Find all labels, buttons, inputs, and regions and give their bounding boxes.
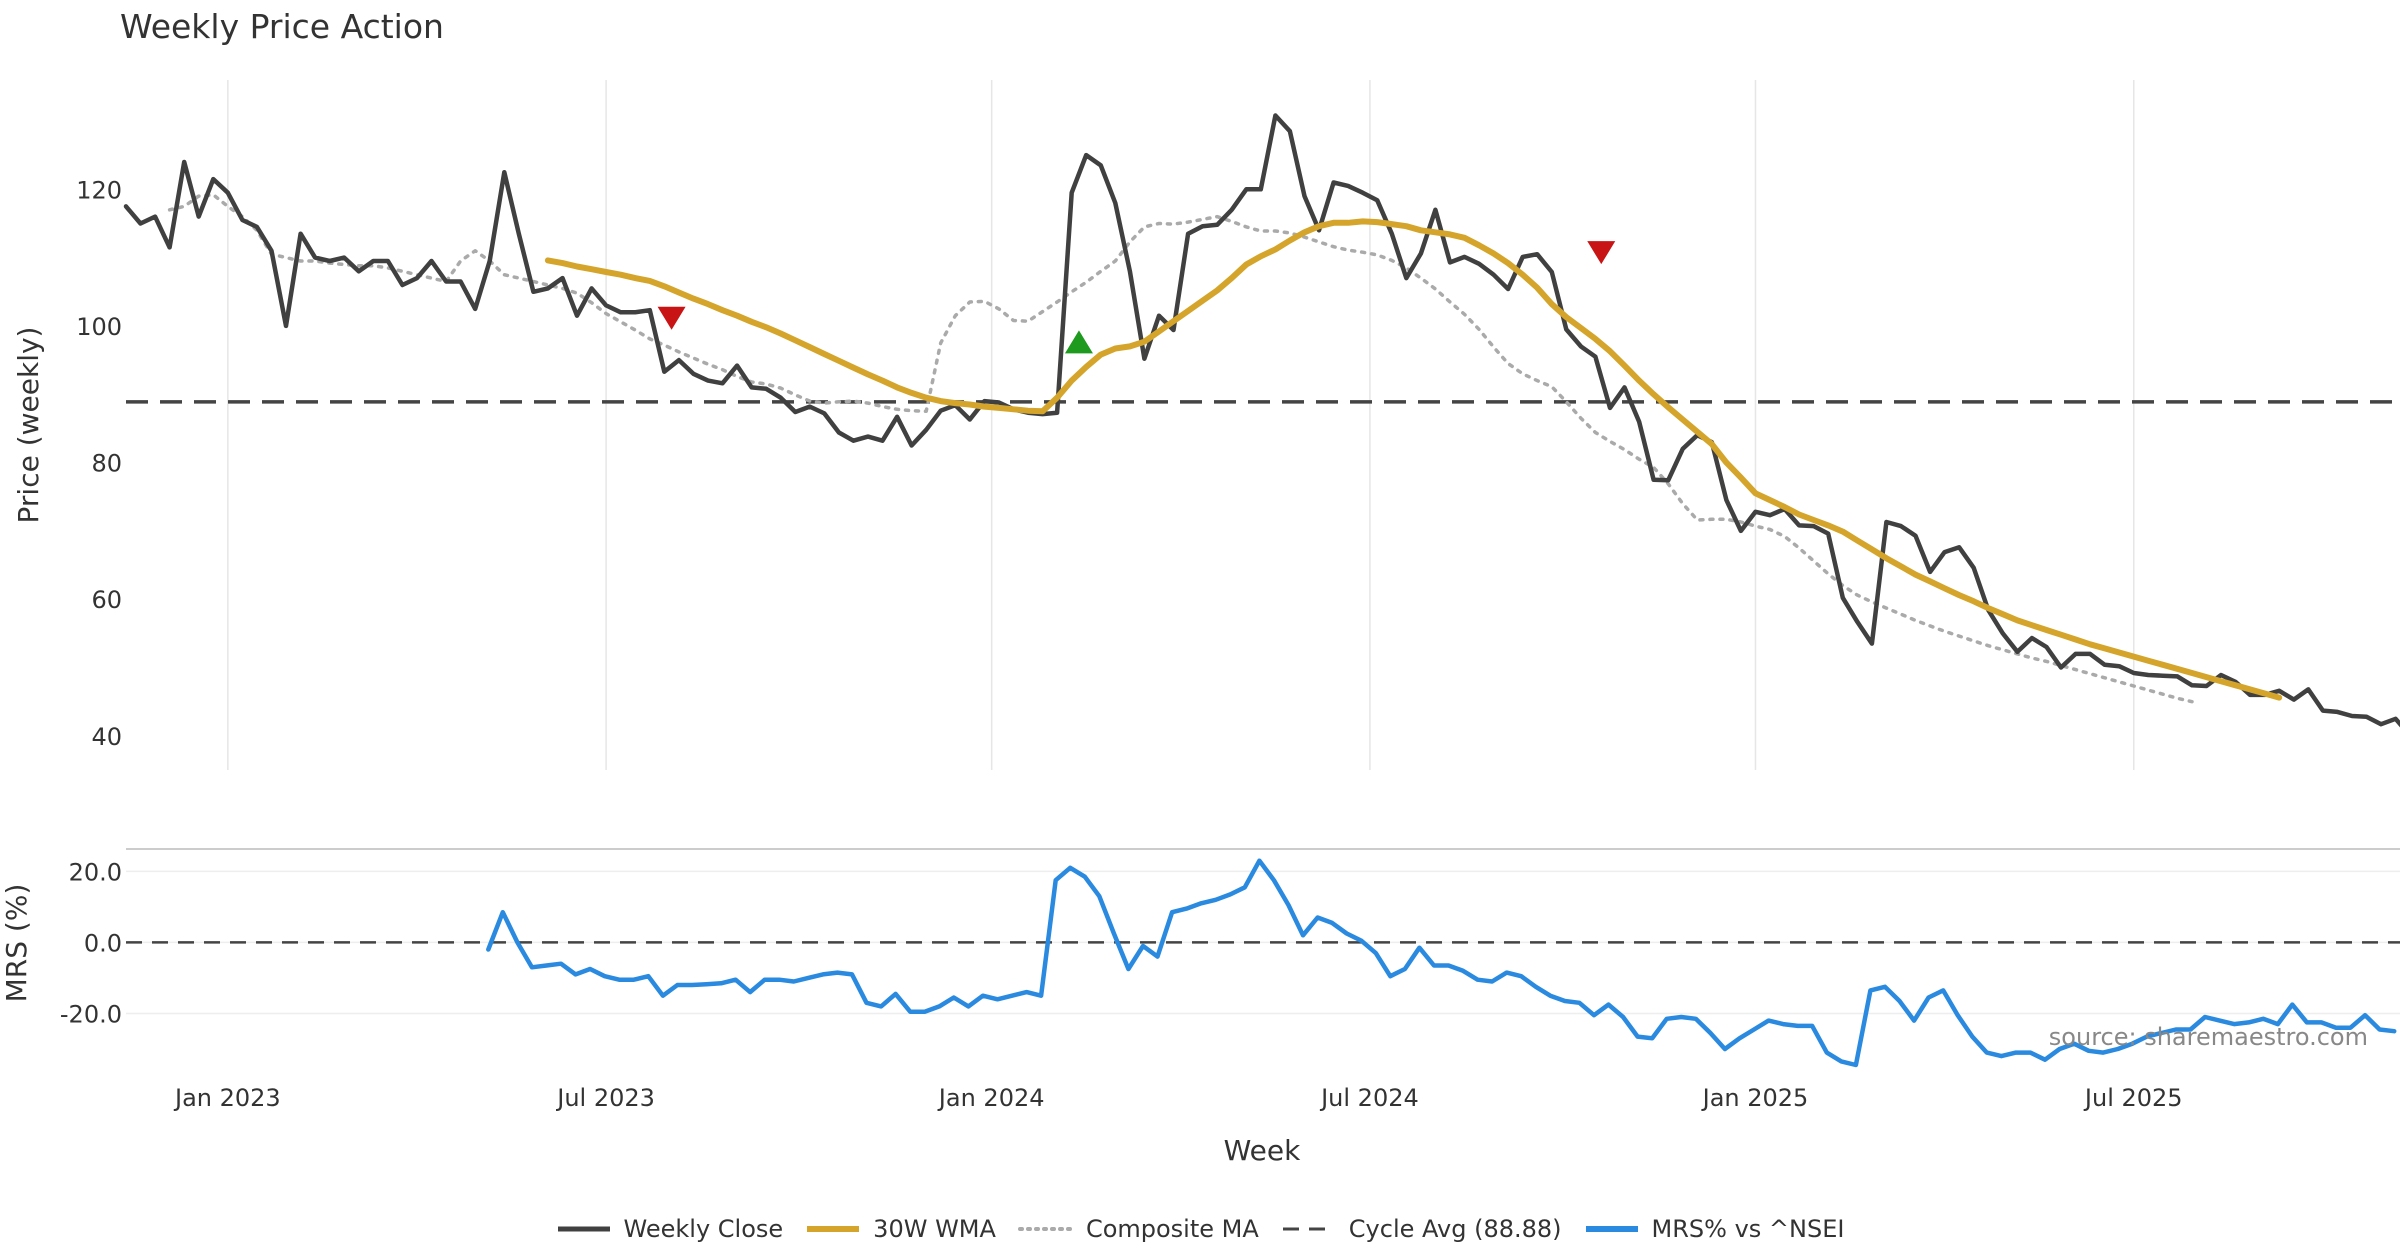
legend-label: MRS% vs ^NSEI (1651, 1215, 1845, 1243)
mrs-line (486, 858, 2397, 1068)
legend-item-cycle-avg[interactable]: Cycle Avg (88.88) (1281, 1215, 1562, 1243)
mrs-y-axis-ticks: 20.0 0.0 -20.0 (60, 858, 122, 1028)
price-y-tick-label: 120 (76, 176, 122, 204)
legend-swatch-thick-line (807, 1226, 860, 1232)
price-series-group (123, 113, 2400, 728)
legend-swatch-dotted-line (1017, 1227, 1074, 1231)
mrs-series-group (486, 858, 2397, 1068)
x-tick-label: Jul 2023 (555, 1084, 655, 1112)
legend-swatch-dashed-line (1282, 1227, 1335, 1231)
x-tick-label: Jul 2024 (1319, 1084, 1419, 1112)
legend-label: 30W WMA (873, 1215, 996, 1243)
buy-signal-marker (1064, 330, 1093, 354)
legend-item-composite-ma[interactable]: Composite MA (1017, 1215, 1259, 1243)
x-axis-ticks: Jan 2023 Jul 2023 Jan 2024 Jul 2024 Jan 2025… (173, 1084, 2183, 1112)
price-y-tick-label: 40 (91, 723, 122, 751)
mrs-y-axis-label: MRS (%) (0, 884, 33, 1003)
chart-title: Weekly Price Action (120, 7, 444, 46)
x-tick-label: Jan 2025 (1701, 1084, 1809, 1112)
wma-30w-line (544, 218, 2283, 701)
price-y-axis-ticks: 40 60 80 100 120 (76, 176, 122, 751)
price-y-axis-label: Price (weekly) (12, 327, 45, 524)
x-tick-label: Jan 2023 (173, 1084, 281, 1112)
price-y-tick-label: 60 (91, 586, 122, 614)
composite-ma-line (167, 193, 2194, 704)
legend-item-30w-wma[interactable]: 30W WMA (805, 1215, 996, 1243)
x-axis-label: Week (1224, 1134, 1301, 1167)
legend-label: Cycle Avg (88.88) (1348, 1215, 1562, 1243)
price-y-tick-label: 100 (76, 313, 122, 341)
legend-swatch-blue-line (1585, 1226, 1638, 1232)
mrs-y-tick-label: 20.0 (69, 858, 122, 886)
price-panel-gridlines (227, 80, 2135, 770)
chart-legend: Weekly Close 30W WMA Composite MA Cycle … (0, 1209, 2400, 1249)
mrs-y-tick-label: -20.0 (60, 1000, 122, 1028)
legend-item-mrs[interactable]: MRS% vs ^NSEI (1584, 1215, 1845, 1243)
x-tick-label: Jul 2025 (2083, 1084, 2183, 1112)
legend-item-weekly-close[interactable]: Weekly Close (556, 1215, 784, 1243)
sell-signal-marker (1587, 241, 1616, 265)
signal-markers (657, 241, 1616, 354)
weekly-close-line (123, 113, 2400, 728)
source-note: source: sharemaestro.com (2049, 1023, 2368, 1051)
sell-signal-marker (657, 306, 686, 330)
mrs-y-tick-label: 0.0 (84, 929, 122, 957)
legend-label: Composite MA (1085, 1215, 1259, 1243)
legend-swatch-solid-line (557, 1226, 610, 1232)
x-tick-label: Jan 2024 (937, 1084, 1045, 1112)
price-y-tick-label: 80 (91, 450, 122, 478)
legend-label: Weekly Close (623, 1215, 784, 1243)
